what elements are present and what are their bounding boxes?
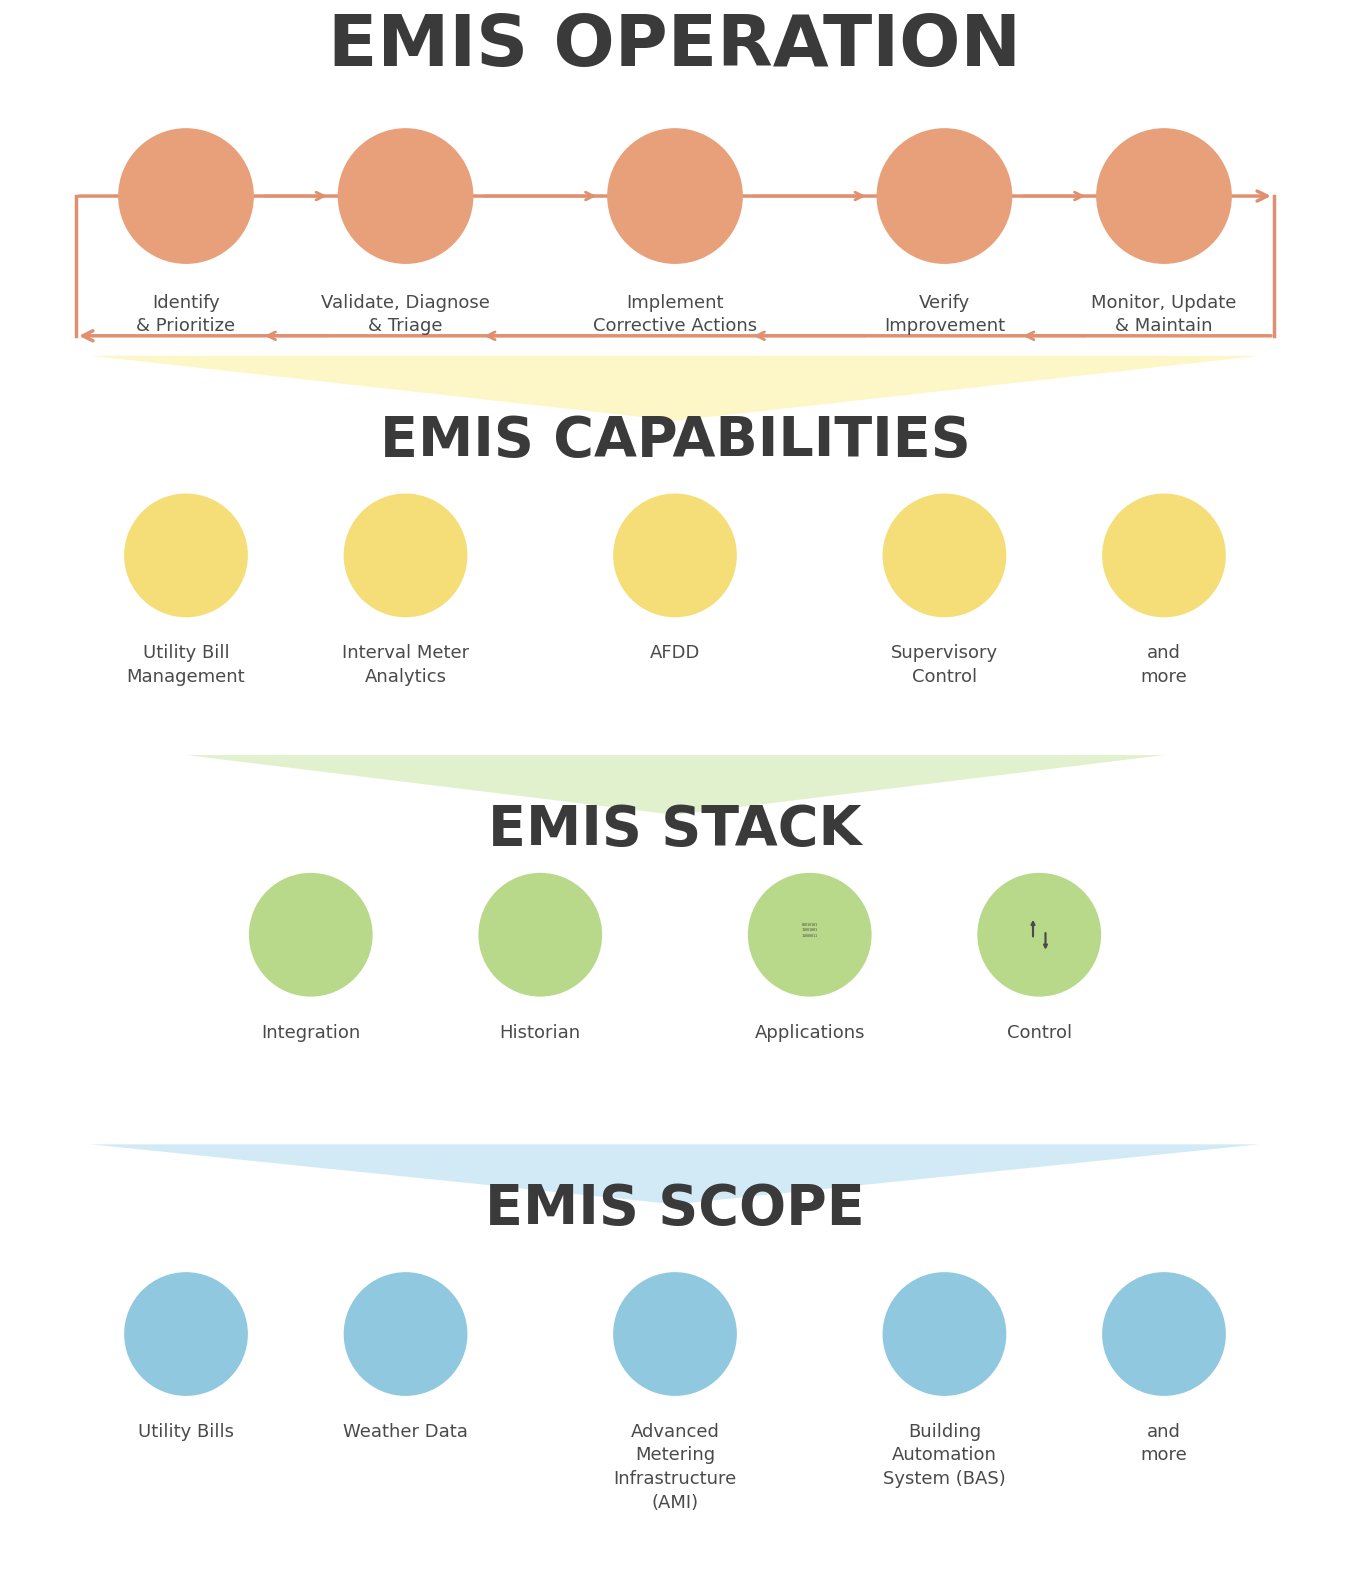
Circle shape: [613, 1273, 737, 1395]
Circle shape: [124, 1273, 248, 1395]
Circle shape: [124, 493, 248, 617]
Text: Control: Control: [1007, 1024, 1072, 1041]
Text: Historian: Historian: [500, 1024, 580, 1041]
Polygon shape: [92, 356, 1258, 421]
Circle shape: [319, 940, 323, 945]
Circle shape: [319, 932, 323, 937]
Text: Advanced
Metering
Infrastructure
(AMI): Advanced Metering Infrastructure (AMI): [613, 1422, 737, 1512]
Text: Supervisory
Control: Supervisory Control: [891, 644, 998, 685]
Text: and
more: and more: [1141, 1422, 1188, 1465]
Circle shape: [977, 873, 1102, 997]
Circle shape: [338, 128, 474, 265]
Text: Utility Bills: Utility Bills: [138, 1422, 234, 1441]
Circle shape: [1150, 551, 1158, 559]
Circle shape: [1170, 1331, 1177, 1337]
Text: EMIS STACK: EMIS STACK: [489, 803, 861, 857]
Text: Implement
Corrective Actions: Implement Corrective Actions: [593, 295, 757, 335]
FancyBboxPatch shape: [397, 175, 414, 181]
Text: Verify
Improvement: Verify Improvement: [884, 295, 1004, 335]
Polygon shape: [92, 1145, 1258, 1205]
Text: Interval Meter
Analytics: Interval Meter Analytics: [342, 644, 468, 685]
Text: EMIS CAPABILITIES: EMIS CAPABILITIES: [379, 414, 971, 468]
Circle shape: [344, 493, 467, 617]
Circle shape: [119, 128, 254, 265]
Text: Weather Data: Weather Data: [343, 1422, 468, 1441]
Text: and
more: and more: [1141, 644, 1188, 685]
Circle shape: [319, 917, 323, 920]
Circle shape: [478, 873, 602, 997]
Polygon shape: [186, 754, 1164, 814]
Circle shape: [883, 493, 1006, 617]
Text: AFDD: AFDD: [649, 644, 701, 662]
Circle shape: [248, 873, 373, 997]
Circle shape: [1150, 1331, 1158, 1337]
Circle shape: [1096, 128, 1231, 265]
Circle shape: [1161, 1331, 1168, 1337]
Circle shape: [748, 873, 872, 997]
Circle shape: [876, 128, 1012, 265]
Circle shape: [1102, 1273, 1226, 1395]
Text: Identify
& Prioritize: Identify & Prioritize: [136, 295, 235, 335]
Circle shape: [402, 536, 408, 540]
Text: EMIS SCOPE: EMIS SCOPE: [485, 1183, 865, 1236]
Circle shape: [1170, 551, 1177, 559]
Text: Integration: Integration: [261, 1024, 360, 1041]
Text: Monitor, Update
& Maintain: Monitor, Update & Maintain: [1091, 295, 1237, 335]
Text: Building
Automation
System (BAS): Building Automation System (BAS): [883, 1422, 1006, 1488]
Circle shape: [613, 493, 737, 617]
Circle shape: [672, 1332, 678, 1339]
Circle shape: [402, 556, 409, 562]
Circle shape: [883, 1273, 1006, 1395]
Text: Validate, Diagnose
& Triage: Validate, Diagnose & Triage: [321, 295, 490, 335]
Text: Utility Bill
Management: Utility Bill Management: [127, 644, 246, 685]
Circle shape: [344, 1273, 467, 1395]
Text: EMIS OPERATION: EMIS OPERATION: [328, 11, 1022, 80]
Circle shape: [1102, 493, 1226, 617]
Text: Applications: Applications: [755, 1024, 865, 1041]
Circle shape: [1161, 551, 1168, 559]
Text: 01010101: 01010101: [802, 923, 818, 928]
Circle shape: [608, 128, 742, 265]
Text: 11001001: 11001001: [802, 928, 818, 932]
Circle shape: [319, 925, 323, 929]
Text: 11000011: 11000011: [802, 934, 818, 937]
